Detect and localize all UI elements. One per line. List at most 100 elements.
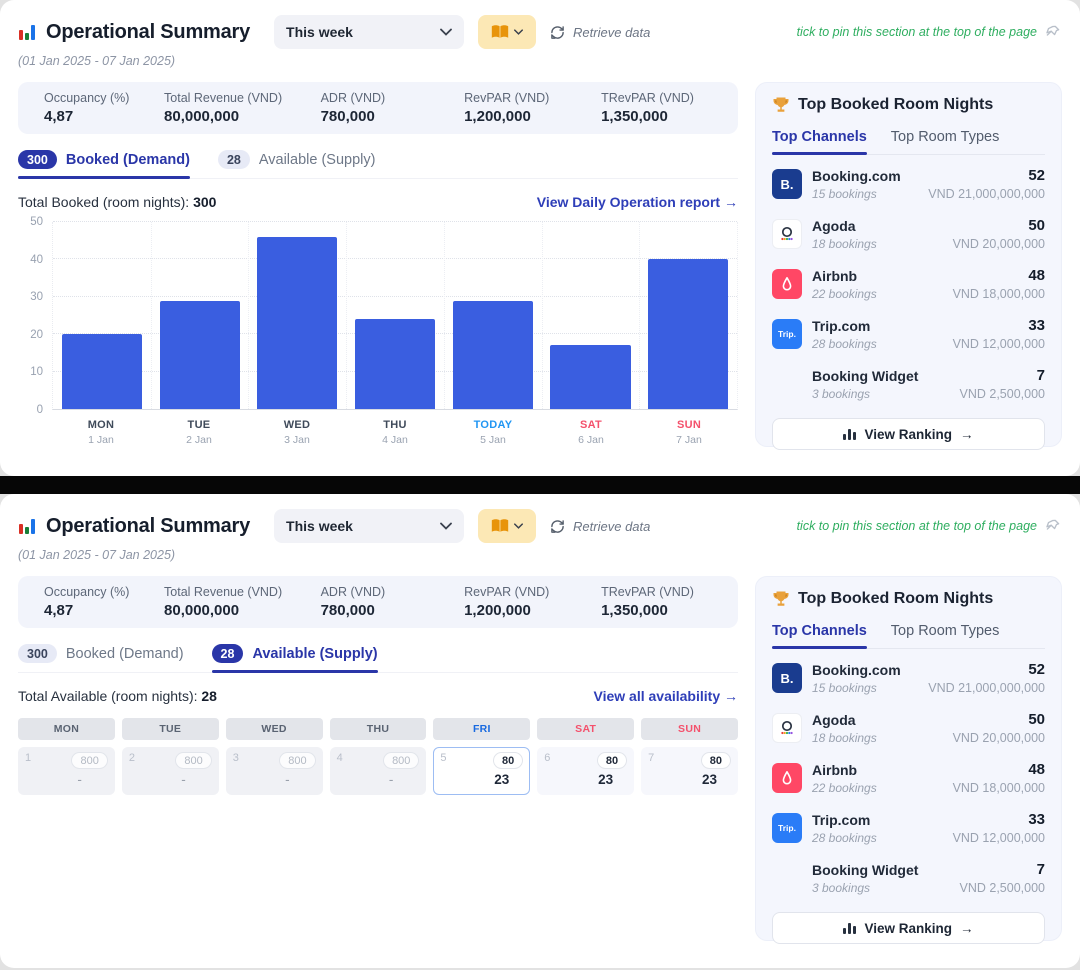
kpi-label: Occupancy (%) xyxy=(44,91,164,105)
retrieve-data-label: Retrieve data xyxy=(573,519,650,534)
period-dropdown[interactable]: This week xyxy=(274,15,464,49)
tab-label: Available (Supply) xyxy=(259,152,376,168)
availability-day-cell[interactable]: 1800- xyxy=(18,747,115,795)
tab-booked-demand[interactable]: 300 Booked (Demand) xyxy=(18,150,190,178)
channel-row: Airbnb22 bookings48VND 18,000,000 xyxy=(772,753,1045,803)
x-label-date: 1 Jan xyxy=(52,434,150,446)
channel-bookings: 3 bookings xyxy=(812,881,960,895)
tab-label: Booked (Demand) xyxy=(66,646,184,662)
channel-icon-placeholder xyxy=(772,369,802,399)
pin-hint-text: tick to pin this section at the top of t… xyxy=(797,519,1037,533)
retrieve-data-button[interactable]: Retrieve data xyxy=(550,25,650,40)
channel-metrics: 33VND 12,000,000 xyxy=(953,317,1045,351)
channel-nights-value: 50 xyxy=(953,217,1045,234)
channel-bookings: 22 bookings xyxy=(812,781,953,795)
tab-badge: 300 xyxy=(18,150,57,169)
cell-available-value: 23 xyxy=(440,772,523,787)
pin-section-control: tick to pin this section at the top of t… xyxy=(797,517,1062,535)
tab-label: Booked (Demand) xyxy=(66,152,190,168)
kpi-stats-bar: Occupancy (%)4,87Total Revenue (VND)80,0… xyxy=(18,576,738,628)
channel-nights-value: 33 xyxy=(953,811,1045,828)
channel-metrics: 52VND 21,000,000,000 xyxy=(928,167,1045,201)
trophy-icon xyxy=(772,590,790,608)
panel-tabs: Top Channels Top Room Types xyxy=(772,129,1045,155)
kpi-stat: TRevPAR (VND)1,350,000 xyxy=(601,91,712,125)
kpi-value: 4,87 xyxy=(44,602,164,619)
kpi-stat: Total Revenue (VND)80,000,000 xyxy=(164,91,321,125)
y-tick-label: 50 xyxy=(30,216,43,228)
view-ranking-button[interactable]: View Ranking → xyxy=(772,912,1045,944)
cell-rate-badge: 80 xyxy=(701,752,731,769)
chart-bars xyxy=(53,222,737,409)
y-tick-label: 10 xyxy=(30,366,43,378)
cell-rate-badge: 800 xyxy=(71,752,107,769)
availability-day-header: FRI xyxy=(433,718,530,740)
arrow-right-icon: → xyxy=(960,921,974,936)
channel-info: Agoda18 bookings xyxy=(812,218,953,251)
panel-title: Top Booked Room Nights xyxy=(772,96,1045,114)
channel-row: Agoda18 bookings50VND 20,000,000 xyxy=(772,703,1045,753)
cell-day-number: 4 xyxy=(337,752,343,764)
tab-top-channels[interactable]: Top Channels xyxy=(772,623,867,648)
chart-bar-slot xyxy=(248,222,346,409)
retrieve-data-button[interactable]: Retrieve data xyxy=(550,519,650,534)
channel-name: Booking Widget xyxy=(812,862,960,878)
view-ranking-button[interactable]: View Ranking → xyxy=(772,418,1045,450)
channel-row: Booking Widget3 bookings7VND 2,500,000 xyxy=(772,359,1045,409)
availability-day-cell[interactable]: 58023 xyxy=(433,747,530,795)
agoda-icon xyxy=(772,219,802,249)
cell-available-value: 23 xyxy=(648,772,731,787)
kpi-value: 1,200,000 xyxy=(464,108,601,125)
availability-day-cell[interactable]: 68023 xyxy=(537,747,634,795)
x-label-day: SAT xyxy=(542,419,640,431)
demand-supply-tabs: 300 Booked (Demand) 28 Available (Supply… xyxy=(18,150,738,179)
tab-booked-demand[interactable]: 300 Booked (Demand) xyxy=(18,644,184,672)
section-header: Operational Summary This week Retrieve d… xyxy=(18,14,1062,50)
x-label-day: MON xyxy=(52,419,150,431)
x-label: SUN7 Jan xyxy=(640,419,738,446)
tab-top-channels[interactable]: Top Channels xyxy=(772,129,867,154)
operational-summary-section-booked: Operational Summary This week Retrieve d… xyxy=(0,0,1080,476)
section-divider xyxy=(0,476,1080,494)
pin-icon[interactable] xyxy=(1044,23,1062,41)
x-label-day: SUN xyxy=(640,419,738,431)
channel-metrics: 50VND 20,000,000 xyxy=(953,217,1045,251)
chart-bar-slot xyxy=(542,222,640,409)
tab-available-supply[interactable]: 28 Available (Supply) xyxy=(218,150,376,178)
view-all-availability-link[interactable]: View all availability → xyxy=(594,688,738,704)
chart-bar xyxy=(355,319,435,409)
availability-day-cell[interactable]: 3800- xyxy=(226,747,323,795)
availability-day-cell[interactable]: 4800- xyxy=(330,747,427,795)
period-dropdown-value: This week xyxy=(286,518,353,534)
x-label-date: 2 Jan xyxy=(150,434,248,446)
x-label-date: 4 Jan xyxy=(346,434,444,446)
channel-metrics: 7VND 2,500,000 xyxy=(960,367,1045,401)
tab-top-room-types[interactable]: Top Room Types xyxy=(891,623,1000,648)
reports-book-button[interactable] xyxy=(478,509,536,543)
tab-top-room-types[interactable]: Top Room Types xyxy=(891,129,1000,154)
reports-book-button[interactable] xyxy=(478,15,536,49)
page-title: Operational Summary xyxy=(46,515,250,538)
pin-icon[interactable] xyxy=(1044,517,1062,535)
channels-list: B.Booking.com15 bookings52VND 21,000,000… xyxy=(772,653,1045,903)
x-label-day: THU xyxy=(346,419,444,431)
tab-available-supply[interactable]: 28 Available (Supply) xyxy=(212,644,378,672)
availability-day-header: WED xyxy=(226,718,323,740)
channel-bookings: 28 bookings xyxy=(812,831,953,845)
channel-row: Airbnb22 bookings48VND 18,000,000 xyxy=(772,259,1045,309)
view-daily-operation-report-link[interactable]: View Daily Operation report → xyxy=(537,194,738,210)
demand-supply-tabs: 300 Booked (Demand) 28 Available (Supply… xyxy=(18,644,738,673)
pin-section-control: tick to pin this section at the top of t… xyxy=(797,23,1062,41)
cell-rate-badge: 800 xyxy=(383,752,419,769)
trip-icon: Trip. xyxy=(772,319,802,349)
x-label: TUE2 Jan xyxy=(150,419,248,446)
cell-day-number: 7 xyxy=(648,752,654,764)
availability-day-cell[interactable]: 2800- xyxy=(122,747,219,795)
availability-day-cell[interactable]: 7 80 23 xyxy=(641,747,738,795)
cell-available-value: - xyxy=(233,772,316,787)
kpi-label: RevPAR (VND) xyxy=(464,585,601,599)
kpi-value: 780,000 xyxy=(321,602,465,619)
channel-revenue: VND 12,000,000 xyxy=(953,831,1045,845)
panel-tabs: Top Channels Top Room Types xyxy=(772,623,1045,649)
period-dropdown[interactable]: This week xyxy=(274,509,464,543)
